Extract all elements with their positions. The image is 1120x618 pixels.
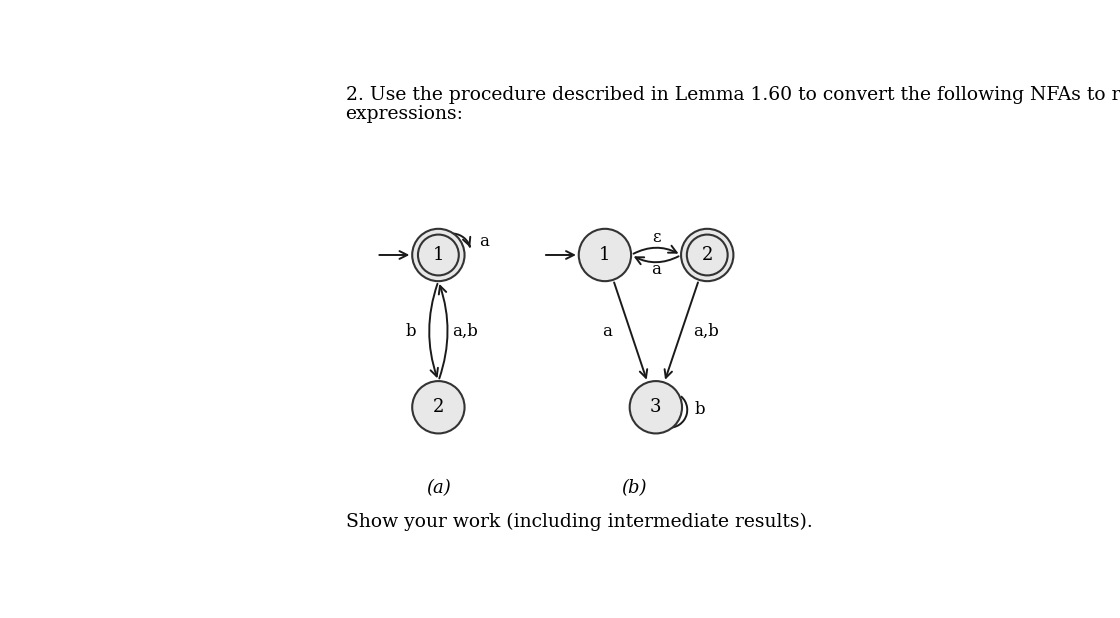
Text: Show your work (including intermediate results).: Show your work (including intermediate r… [346, 513, 812, 531]
Text: 2: 2 [701, 246, 713, 264]
Text: (b): (b) [620, 479, 646, 497]
FancyArrowPatch shape [634, 246, 676, 253]
Circle shape [418, 235, 459, 276]
Text: (a): (a) [426, 479, 450, 497]
Circle shape [687, 235, 728, 276]
Text: a: a [479, 232, 489, 250]
Text: 1: 1 [599, 246, 610, 264]
Text: a,b: a,b [693, 323, 719, 340]
Circle shape [412, 381, 465, 433]
Circle shape [681, 229, 734, 281]
Text: a: a [651, 261, 661, 278]
Circle shape [629, 381, 682, 433]
Circle shape [579, 229, 631, 281]
Text: ε: ε [652, 229, 661, 246]
Text: expressions:: expressions: [346, 105, 464, 123]
Circle shape [412, 229, 465, 281]
Text: 1: 1 [432, 246, 445, 264]
Text: b: b [694, 401, 704, 418]
Text: 2: 2 [432, 398, 444, 417]
Text: a,b: a,b [452, 323, 478, 340]
Text: a: a [603, 323, 613, 340]
FancyArrowPatch shape [635, 256, 679, 265]
FancyArrowPatch shape [429, 284, 438, 376]
Text: b: b [405, 323, 417, 340]
FancyArrowPatch shape [439, 286, 448, 378]
Text: 3: 3 [650, 398, 662, 417]
Text: 2. Use the procedure described in Lemma 1.60 to convert the following NFAs to re: 2. Use the procedure described in Lemma … [346, 86, 1120, 104]
